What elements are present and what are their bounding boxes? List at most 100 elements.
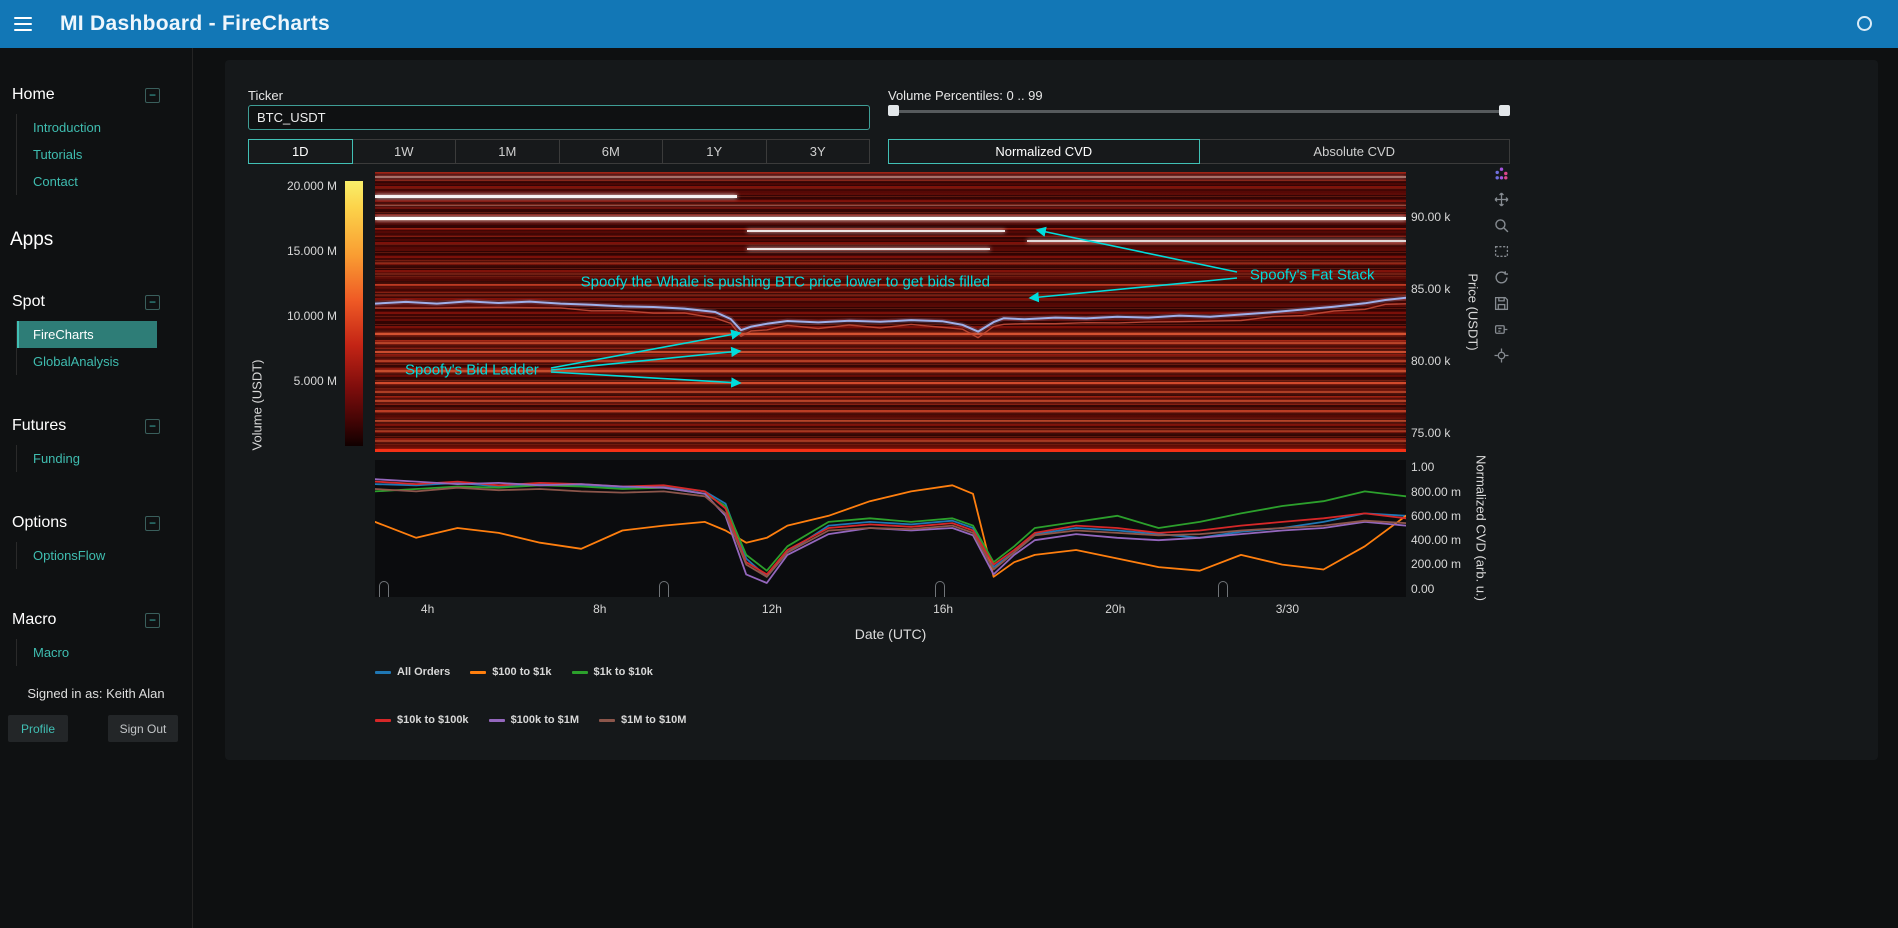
sidebar-item-tutorials[interactable]: Tutorials [17,141,157,168]
hover-closest-icon[interactable] [1493,322,1510,339]
timeframe-1m-button[interactable]: 1M [455,139,560,164]
legend-swatch [470,671,486,674]
axis-tick-label: 600.00 m [1411,509,1461,523]
annotation-bid-ladder-text: Spoofy's Bid Ladder [405,361,539,378]
timeframe-3y-button[interactable]: 3Y [766,139,871,164]
annotation-arrow [1030,278,1237,298]
save-icon[interactable] [1493,296,1510,313]
plotly-logo-icon[interactable] [1493,166,1510,183]
volume-profile-marker [935,581,945,597]
timeframe-6m-button[interactable]: 6M [559,139,664,164]
legend-item-1k-10k[interactable]: $1k to $10k [572,666,653,678]
legend-item-1m-10m[interactable]: $1M to $10M [599,714,686,726]
timeframe-1w-button[interactable]: 1W [352,139,457,164]
axis-tick-label: 400.00 m [1411,533,1461,547]
legend-label: $100k to $1M [511,714,579,726]
sidebar-item-funding[interactable]: Funding [17,445,157,472]
legend-label: $100 to $1k [492,666,551,678]
sidebar-group-macro: Macro − Macro [0,609,192,666]
legend-swatch [375,671,391,674]
sidebar-group-options: Options − OptionsFlow [0,512,192,569]
annotation-fat-stack-text: Spoofy's Fat Stack [1250,267,1375,284]
cvd-chart[interactable] [375,460,1406,597]
sidebar-section-macro: Macro [12,611,56,629]
profile-button[interactable]: Profile [8,715,68,742]
collapse-home-button[interactable]: − [145,88,160,103]
legend-label: $10k to $100k [397,714,469,726]
sidebar-group-home: Home − Introduction Tutorials Contact [0,84,192,195]
ticker-label: Ticker [248,88,283,103]
sidebar-section-home: Home [12,86,55,104]
legend-item-100k-1m[interactable]: $100k to $1M [489,714,579,726]
spikeline-icon[interactable] [1493,348,1510,365]
collapse-options-button[interactable]: − [145,516,160,531]
annotation-arrow [551,351,740,370]
sidebar-section-futures: Futures [12,417,66,435]
legend-item-all-orders[interactable]: All Orders [375,666,450,678]
slider-track[interactable] [892,110,1506,113]
collapse-macro-button[interactable]: − [145,613,160,628]
menu-icon[interactable] [14,13,34,35]
pan-icon[interactable] [1493,192,1510,209]
app-window: MI Dashboard - FireCharts Home − Introdu… [0,0,1898,928]
axis-tick-label: 4h [421,602,434,616]
legend-item-10k-100k[interactable]: $10k to $100k [375,714,469,726]
axis-tick-label: 15.000 M [287,244,337,258]
heatmap-overlay-svg [375,172,1406,452]
box-select-icon[interactable] [1493,244,1510,261]
collapse-futures-button[interactable]: − [145,419,160,434]
sidebar-item-introduction[interactable]: Introduction [17,114,157,141]
annotation-arrow [551,372,740,383]
axis-tick-label: 800.00 m [1411,485,1461,499]
volume-profile-marker [379,581,389,597]
axis-tick-label: 1.00 [1411,460,1434,474]
volume-profile-marker [659,581,669,597]
volume-profile-marker [1218,581,1228,597]
axis-tick-label: 16h [933,602,953,616]
cvd-axis-title: Normalized CVD (arb. u.) [1474,455,1489,601]
x-axis-title: Date (UTC) [375,626,1406,642]
zoom-icon[interactable] [1493,218,1510,235]
sidebar-item-optionsflow[interactable]: OptionsFlow [17,542,157,569]
legend-swatch [599,719,615,722]
autoscale-icon[interactable] [1493,270,1510,287]
colorbar [345,181,363,446]
sidebar-item-firecharts[interactable]: FireCharts [17,321,157,348]
volume-percentile-slider[interactable] [888,102,1510,120]
slider-handle-min[interactable] [888,105,899,116]
axis-tick-label: 3/30 [1276,602,1299,616]
legend-swatch [375,719,391,722]
volume-profile-markers [375,460,1406,597]
heatmap-chart[interactable]: Spoofy the Whale is pushing BTC price lo… [375,172,1406,452]
sidebar-group-futures: Futures − Funding [0,415,192,472]
timeframe-1y-button[interactable]: 1Y [662,139,767,164]
sign-out-button[interactable]: Sign Out [108,715,178,742]
axis-tick-label: 75.00 k [1411,426,1450,440]
axis-tick-label: 80.00 k [1411,354,1450,368]
price-axis-title: Price (USDT) [1466,273,1481,350]
x-axis: 4h8h12h16h20h3/30 [375,602,1406,618]
timeframe-1d-button[interactable]: 1D [248,139,353,164]
normalized-cvd-button[interactable]: Normalized CVD [888,139,1200,164]
topbar: MI Dashboard - FireCharts [0,0,1898,48]
sidebar-item-globalanalysis[interactable]: GlobalAnalysis [17,348,157,375]
legend-label: $1k to $10k [594,666,653,678]
axis-tick-label: 20.000 M [287,179,337,193]
timeframe-buttons: 1D 1W 1M 6M 1Y 3Y [248,139,870,164]
annotation-arrow [551,333,740,368]
legend-item-100-1k[interactable]: $100 to $1k [470,666,551,678]
annotation-arrow [1037,230,1237,272]
volume-percentiles-label: Volume Percentiles: 0 .. 99 [888,88,1043,103]
axis-tick-label: 10.000 M [287,309,337,323]
slider-handle-max[interactable] [1499,105,1510,116]
ticker-input[interactable] [248,105,870,130]
legend-label: $1M to $10M [621,714,686,726]
axis-tick-label: 0.00 [1411,582,1434,596]
absolute-cvd-button[interactable]: Absolute CVD [1199,139,1511,164]
sidebar-item-contact[interactable]: Contact [17,168,157,195]
sidebar-item-macro[interactable]: Macro [17,639,157,666]
axis-tick-label: 12h [762,602,782,616]
main-panel: Ticker Volume Percentiles: 0 .. 99 1D 1W… [225,60,1878,760]
collapse-spot-button[interactable]: − [145,295,160,310]
signed-in-text: Signed in as: Keith Alan [0,686,192,701]
